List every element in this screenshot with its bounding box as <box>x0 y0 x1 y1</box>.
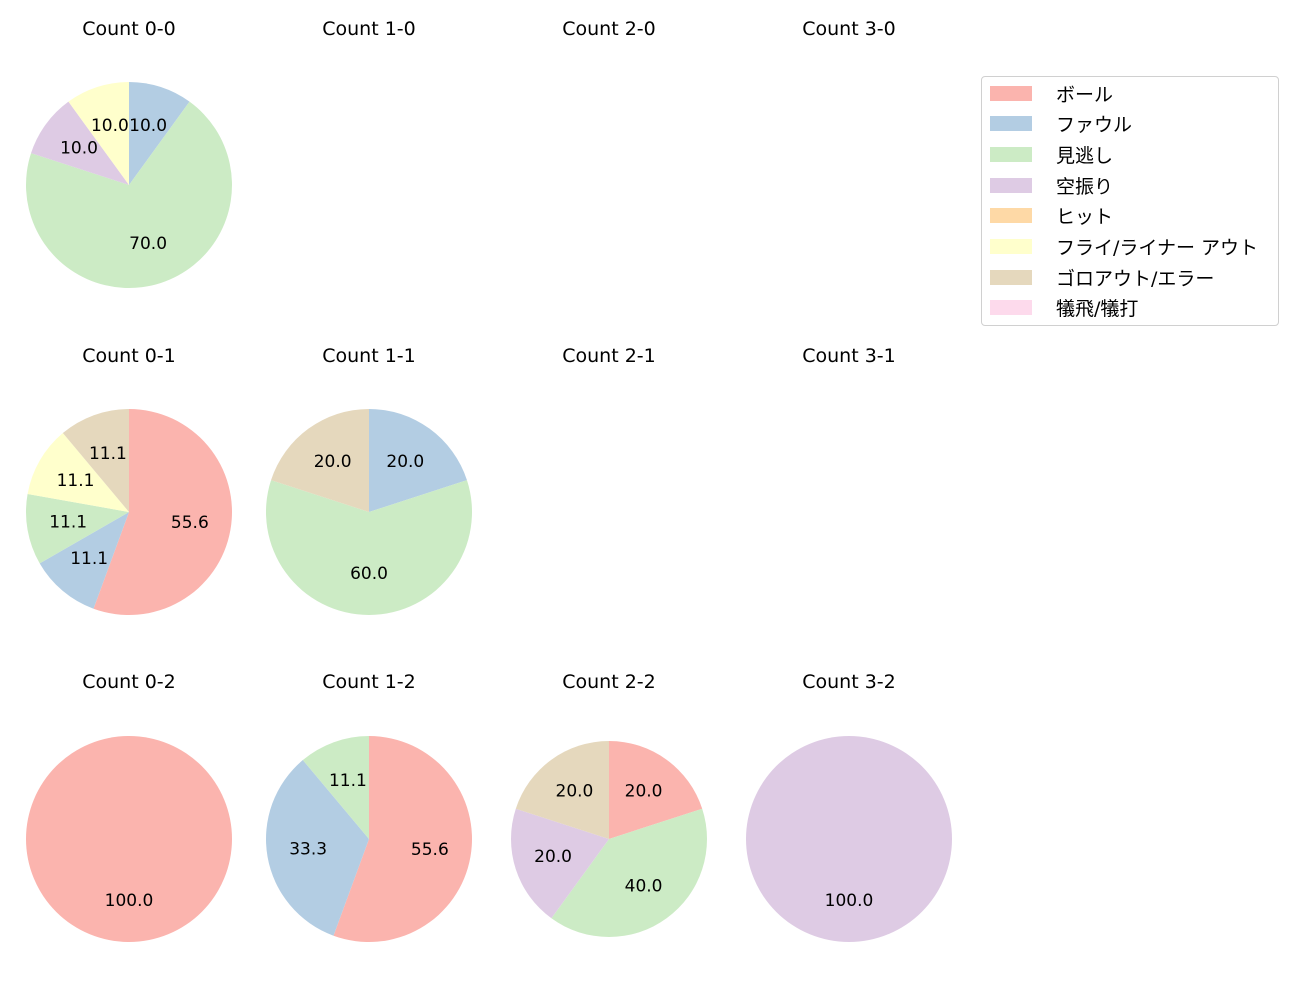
pie-slice <box>369 409 467 512</box>
legend-label: 犠飛/犠打 <box>1056 298 1139 321</box>
slice-label: 20.0 <box>386 452 424 472</box>
legend-item: 見逃し <box>990 142 1114 167</box>
pie-slice <box>551 808 707 937</box>
chart-title: Count 2-1 <box>562 345 656 367</box>
chart-title: Count 0-0 <box>82 18 176 40</box>
pie-slice <box>302 736 369 839</box>
slice-label: 11.1 <box>329 771 367 791</box>
legend-item: ヒット <box>990 204 1113 228</box>
chart-title: Count 3-0 <box>802 18 896 40</box>
legend-item: ゴロアウト/エラー <box>990 265 1215 290</box>
slice-label: 100.0 <box>825 891 874 911</box>
pie-slice <box>333 736 472 942</box>
slice-label: 55.6 <box>411 840 449 860</box>
slice-label: 55.6 <box>171 513 209 533</box>
legend-item: 犠飛/犠打 <box>990 296 1138 320</box>
slice-label: 20.0 <box>625 781 663 801</box>
pie-slice <box>68 82 129 185</box>
chart-title: Count 0-1 <box>82 345 176 367</box>
pie-slice <box>266 480 472 615</box>
pie-slice <box>25 101 233 288</box>
slice-label: 10.0 <box>91 116 129 136</box>
pie-slice <box>515 741 609 839</box>
slice-label: 11.1 <box>89 444 127 464</box>
slice-label: 40.0 <box>625 877 663 897</box>
legend-swatch <box>990 239 1032 254</box>
pie-chart: 55.6 11.1 11.1 11.1 11.1 <box>26 409 233 615</box>
slice-label: 100.0 <box>105 891 154 911</box>
legend-label: 見逃し <box>1056 144 1114 167</box>
pie-chart: 10.070.010.010.0 <box>25 82 233 288</box>
legend-swatch <box>990 269 1032 285</box>
pie-slice <box>271 409 369 512</box>
slice-label: 20.0 <box>314 452 352 472</box>
pie-slice <box>511 808 609 919</box>
legend-label: フライ/ライナー アウト <box>1056 237 1259 259</box>
pie-slice <box>39 512 129 609</box>
chart-title: Count 2-0 <box>562 18 656 40</box>
legend-swatch <box>990 116 1032 132</box>
legend-swatch <box>990 177 1032 193</box>
legend-label: ボール <box>1056 83 1114 106</box>
pie-chart: 20.0 60.0 20.0 <box>266 409 472 615</box>
slice-label: 11.1 <box>49 513 87 533</box>
legend-label: ファウル <box>1056 114 1133 137</box>
legend-item: 空振り <box>990 173 1114 198</box>
chart-title: Count 3-1 <box>802 345 896 367</box>
chart-title: Count 1-0 <box>322 18 416 40</box>
slice-label: 60.0 <box>350 564 388 584</box>
pie-slice <box>26 493 129 564</box>
legend-swatch <box>990 300 1032 316</box>
slice-label: 11.1 <box>70 549 108 569</box>
pie-slice <box>31 101 129 185</box>
slice-label: 33.3 <box>289 840 327 860</box>
pie-slice <box>265 760 369 936</box>
chart-title: Count 1-2 <box>322 671 416 693</box>
chart-title: Count 1-1 <box>322 345 416 367</box>
legend-label: ゴロアウト/エラー <box>1056 267 1215 290</box>
pie-chart: 100.0 <box>746 736 952 942</box>
pie-slice <box>746 736 952 942</box>
slice-label: 11.1 <box>57 471 95 491</box>
slice-label: 10.0 <box>129 116 167 136</box>
legend: ボールファウル見逃し空振りヒットフライ/ライナー アウト ゴロアウト/エラー 犠飛/… <box>981 76 1279 326</box>
pie-slice <box>93 409 233 615</box>
chart-title: Count 2-2 <box>562 671 656 693</box>
legend-item: ボール <box>990 81 1114 106</box>
pie-slice <box>62 409 129 512</box>
slice-label: 10.0 <box>60 139 98 159</box>
legend-item: フライ/ライナー アウト <box>990 235 1258 259</box>
pie-chart: 20.0 40.0 20.0 20.0 <box>511 741 707 937</box>
chart-title: Count 0-2 <box>82 671 176 693</box>
legend-swatch <box>990 146 1032 162</box>
chart-title: Count 3-2 <box>802 671 896 693</box>
pie-chart: 55.6 33.3 11.1 <box>265 736 472 942</box>
slice-label: 20.0 <box>534 847 572 867</box>
pie-slice <box>26 736 232 942</box>
pie-slice <box>609 741 703 839</box>
slice-label: 70.0 <box>129 234 167 254</box>
legend-label: 空振り <box>1056 175 1114 198</box>
pie-slice <box>27 433 129 512</box>
legend-label: ヒット <box>1056 206 1114 229</box>
pie-slice <box>129 82 190 185</box>
legend-swatch <box>990 208 1032 224</box>
legend-swatch <box>990 85 1032 101</box>
pie-chart: 100.0 <box>26 736 232 942</box>
legend-item: ファウル <box>990 112 1132 136</box>
slice-label: 20.0 <box>556 781 594 801</box>
